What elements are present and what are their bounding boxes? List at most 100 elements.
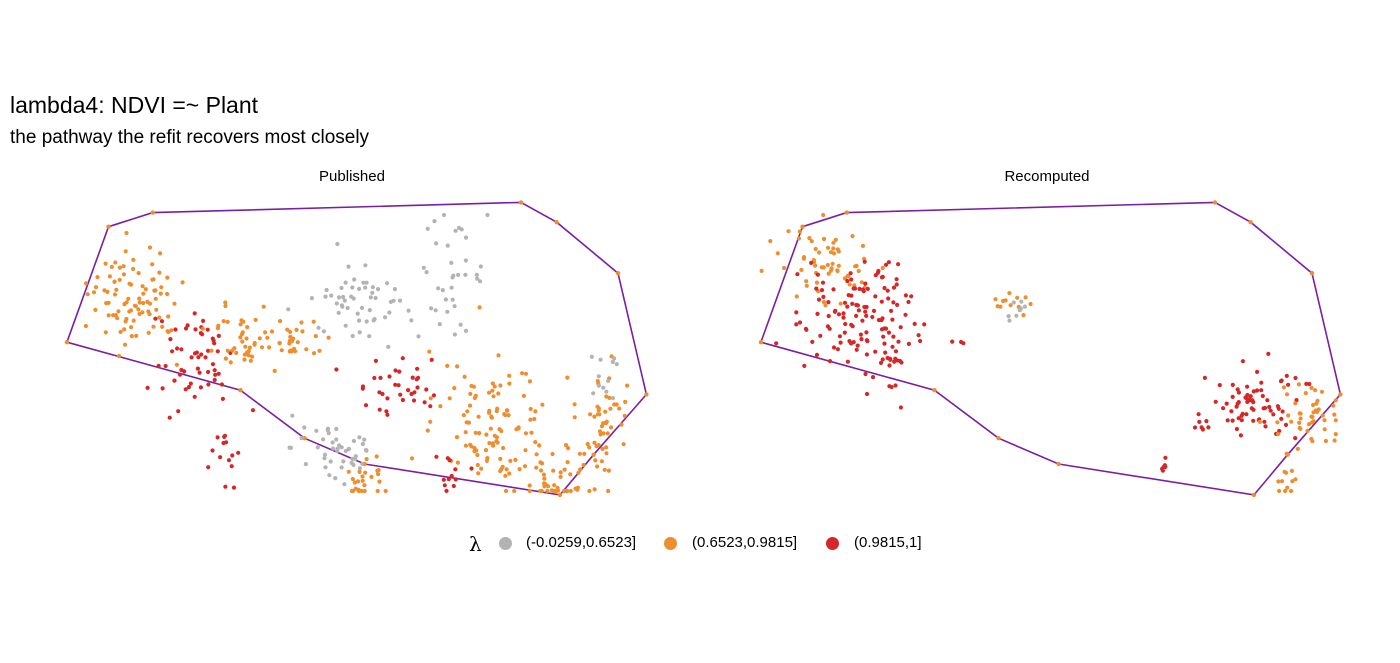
data-point [346, 469, 351, 474]
data-point [894, 282, 899, 287]
data-point [1333, 432, 1338, 437]
data-point [539, 468, 544, 473]
data-point [898, 325, 903, 330]
data-point [250, 408, 256, 413]
data-point [425, 428, 430, 433]
data-point [352, 277, 357, 282]
data-point [360, 441, 365, 447]
data-point [454, 435, 459, 440]
data-point [1015, 295, 1020, 300]
data-point [386, 344, 391, 349]
data-point [279, 348, 284, 353]
data-point [522, 464, 528, 469]
data-point [527, 379, 533, 384]
data-point [287, 445, 292, 450]
data-point [225, 348, 230, 353]
data-point [1028, 301, 1033, 307]
data-point [494, 439, 499, 444]
data-point [206, 382, 211, 387]
data-point [854, 347, 859, 352]
data-point [876, 317, 882, 323]
data-point [489, 415, 494, 420]
data-point [252, 340, 257, 346]
data-point [1289, 488, 1294, 494]
data-point [1163, 455, 1168, 460]
data-point [607, 395, 612, 400]
data-point [294, 327, 299, 332]
data-point [153, 288, 158, 293]
data-point [486, 410, 492, 415]
data-point [864, 313, 869, 318]
data-point [599, 459, 605, 464]
data-point [357, 469, 362, 474]
data-point [471, 384, 476, 389]
data-point [606, 468, 612, 473]
data-point [1276, 432, 1281, 437]
data-point [1279, 416, 1284, 421]
data-point [1267, 404, 1272, 410]
data-point [1257, 419, 1262, 424]
data-point [433, 308, 438, 313]
data-point [520, 371, 525, 376]
data-point [350, 285, 355, 290]
data-point [820, 280, 826, 285]
data-point [83, 323, 88, 329]
data-point [595, 464, 600, 469]
data-point [893, 349, 899, 354]
data-point [1333, 418, 1338, 423]
data-point [351, 462, 356, 467]
data-point [438, 404, 443, 409]
data-point [331, 446, 336, 451]
data-point [831, 345, 837, 350]
data-point [93, 307, 98, 312]
data-point [474, 272, 479, 277]
data-point [357, 330, 362, 335]
data-point [388, 299, 393, 304]
data-point [828, 250, 834, 255]
data-point [167, 415, 172, 420]
data-point [349, 488, 355, 494]
legend-title: λ [469, 532, 482, 556]
data-point [463, 258, 468, 263]
data-point [1298, 416, 1303, 421]
data-point [527, 483, 532, 488]
data-point [183, 326, 189, 331]
data-point [445, 309, 450, 314]
data-point [614, 402, 619, 407]
data-point [538, 460, 543, 465]
data-point [843, 321, 848, 327]
hull-vertex-point [1338, 392, 1343, 397]
data-point [870, 314, 875, 320]
data-point [537, 443, 542, 448]
data-point [336, 295, 342, 300]
data-point [290, 413, 295, 418]
data-point [1271, 412, 1276, 417]
data-point [103, 330, 108, 335]
hull-vertex-point [615, 271, 621, 276]
data-point [350, 476, 355, 482]
hull-vertex-point [932, 388, 937, 393]
data-point [1019, 299, 1024, 304]
data-point [1311, 410, 1316, 415]
data-point [335, 448, 340, 454]
hull-vertex-point [758, 340, 764, 345]
data-point [316, 325, 321, 330]
data-point [406, 308, 411, 313]
data-point [487, 441, 492, 446]
data-point [850, 234, 855, 239]
data-point [203, 355, 208, 360]
data-point [516, 426, 521, 431]
data-point [351, 438, 356, 444]
data-point [337, 443, 342, 448]
data-point [1251, 389, 1256, 394]
data-point [364, 457, 369, 462]
data-point [385, 281, 390, 286]
data-point [218, 455, 223, 460]
data-point [246, 353, 251, 358]
data-point [1293, 401, 1298, 406]
data-point [205, 327, 210, 332]
data-point [118, 329, 123, 334]
hull-vertex-point [1212, 200, 1218, 205]
panel-label-published: Published [319, 168, 385, 185]
data-point [334, 367, 339, 372]
